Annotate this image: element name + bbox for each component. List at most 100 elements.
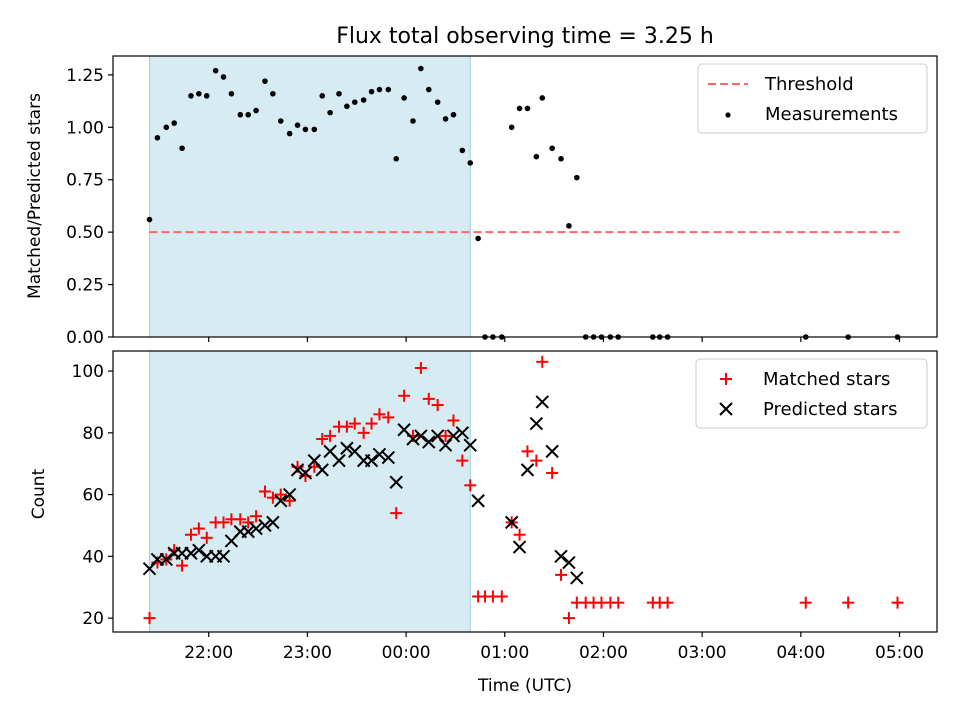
measurement-point: [228, 90, 235, 97]
top-y-tick-label: 0.75: [66, 171, 104, 191]
measurement-point: [237, 111, 244, 118]
measurement-point: [270, 90, 276, 97]
predicted-star-stroke-b: [159, 552, 173, 567]
measurement-point: [262, 78, 268, 84]
bottom-y-tick-label: 80: [82, 424, 104, 444]
measurement-point: [253, 107, 259, 114]
measurement-point: [434, 99, 441, 105]
predicted-star-point: [258, 518, 272, 533]
predicted-star-point: [463, 438, 477, 452]
measurement-points: [146, 65, 901, 340]
predicted-star-stroke-b: [372, 447, 387, 462]
predicted-star-stroke-b: [307, 453, 322, 468]
bottom-x-axis: 22:00 23:00 00:00 01:00 02:00 03:00 04:00 05:00: [184, 632, 924, 663]
predicted-star-point: [570, 571, 584, 585]
matched-star-point: [382, 411, 395, 424]
bottom-legend-box: [695, 358, 928, 429]
chart-title: Flux total observing time = 3.25 h: [336, 24, 714, 49]
predicted-points: [142, 395, 584, 585]
predicted-star-stroke-b: [520, 463, 535, 477]
measurement-point: [368, 88, 375, 95]
measurement-point: [351, 99, 358, 105]
measurement-point: [450, 111, 457, 118]
bottom-y-axis: 20 40 60 80 100: [72, 362, 113, 629]
predicted-star-point: [381, 450, 396, 465]
matched-points: [143, 355, 904, 625]
predicted-star-point: [340, 441, 354, 455]
predicted-star-point: [364, 453, 379, 468]
matched-star-point: [431, 399, 444, 412]
measurement-point: [533, 153, 540, 160]
matched-star-point: [546, 466, 559, 479]
predicted-star-stroke-b: [535, 395, 549, 409]
measurement-point: [245, 111, 251, 118]
legend-threshold-label: Threshold: [764, 74, 854, 95]
measurement-point: [277, 118, 284, 124]
bottom-plot-frame: [112, 350, 938, 633]
top-y-tick-label: 0.25: [66, 276, 104, 296]
matched-star-point: [536, 355, 549, 368]
measurement-point: [410, 118, 416, 124]
predicted-star-stroke-b: [562, 555, 576, 570]
predicted-star-stroke-b: [274, 494, 288, 508]
predicted-star-stroke-b: [315, 463, 329, 477]
predicted-star-stroke-b: [422, 435, 436, 449]
measurement-point: [311, 126, 318, 133]
x-tick-label: 00:00: [382, 643, 431, 663]
measurement-point: [286, 130, 293, 137]
predicted-star-point: [192, 543, 206, 557]
predicted-star-point: [372, 447, 387, 462]
predicted-star-point: [406, 432, 420, 446]
top-panel: 0.00 0.25 0.50 0.75 1.00 1.25 Matched/Predict…: [25, 55, 938, 348]
predicted-star-stroke-b: [290, 463, 305, 477]
predicted-star-stroke-b: [282, 487, 297, 502]
matched-star-point: [283, 494, 296, 507]
measurement-point: [376, 86, 383, 93]
matched-star-point: [340, 420, 353, 433]
predicted-star-stroke-b: [192, 543, 206, 557]
measurement-point: [294, 122, 301, 129]
measurement-point: [442, 116, 449, 122]
predicted-star-stroke-b: [298, 466, 313, 480]
predicted-star-stroke-b: [570, 571, 584, 585]
predicted-star-stroke-b: [397, 423, 411, 437]
measurement-point: [196, 90, 202, 97]
x-axis-label: Time (UTC): [477, 676, 572, 696]
measurement-point: [203, 93, 210, 99]
predicted-star-stroke-b: [249, 521, 263, 536]
measurement-point: [467, 160, 474, 166]
legend-measurements-swatch: [725, 112, 731, 118]
measurement-point: [344, 103, 350, 110]
matched-star-point: [184, 528, 197, 541]
measurement-point: [385, 86, 392, 93]
predicted-star-stroke-b: [216, 549, 231, 564]
measurement-point: [179, 145, 185, 152]
predicted-star-point: [512, 540, 527, 554]
top-y-tick-label: 0.50: [66, 223, 104, 243]
legend-predicted-swatch: [719, 402, 733, 416]
top-x-ticks: [208, 337, 901, 342]
predicted-star-stroke-b: [184, 546, 198, 560]
matched-star-point: [562, 612, 575, 625]
matched-star-point: [200, 531, 213, 544]
bottom-observing-window: [149, 350, 471, 633]
predicted-star-stroke-b: [266, 515, 280, 530]
matched-star-point: [357, 426, 370, 439]
measurement-point: [566, 223, 572, 229]
predicted-star-stroke-b: [323, 444, 337, 459]
measurement-point: [302, 126, 309, 133]
legend-matched-label: Matched stars: [763, 369, 890, 390]
predicted-star-point: [529, 416, 544, 431]
predicted-star-point: [446, 429, 461, 443]
matched-star-point: [192, 522, 205, 535]
predicted-star-point: [249, 521, 263, 536]
predicted-star-stroke-b: [512, 540, 527, 554]
matched-star-point: [513, 528, 526, 541]
predicted-star-stroke-b: [241, 524, 255, 539]
predicted-star-point: [216, 549, 231, 564]
x-tick-label: 03:00: [678, 643, 727, 663]
predicted-star-stroke-b: [406, 432, 420, 446]
predicted-star-point: [159, 552, 173, 567]
predicted-star-point: [455, 426, 470, 440]
top-plot-frame: [112, 55, 938, 338]
